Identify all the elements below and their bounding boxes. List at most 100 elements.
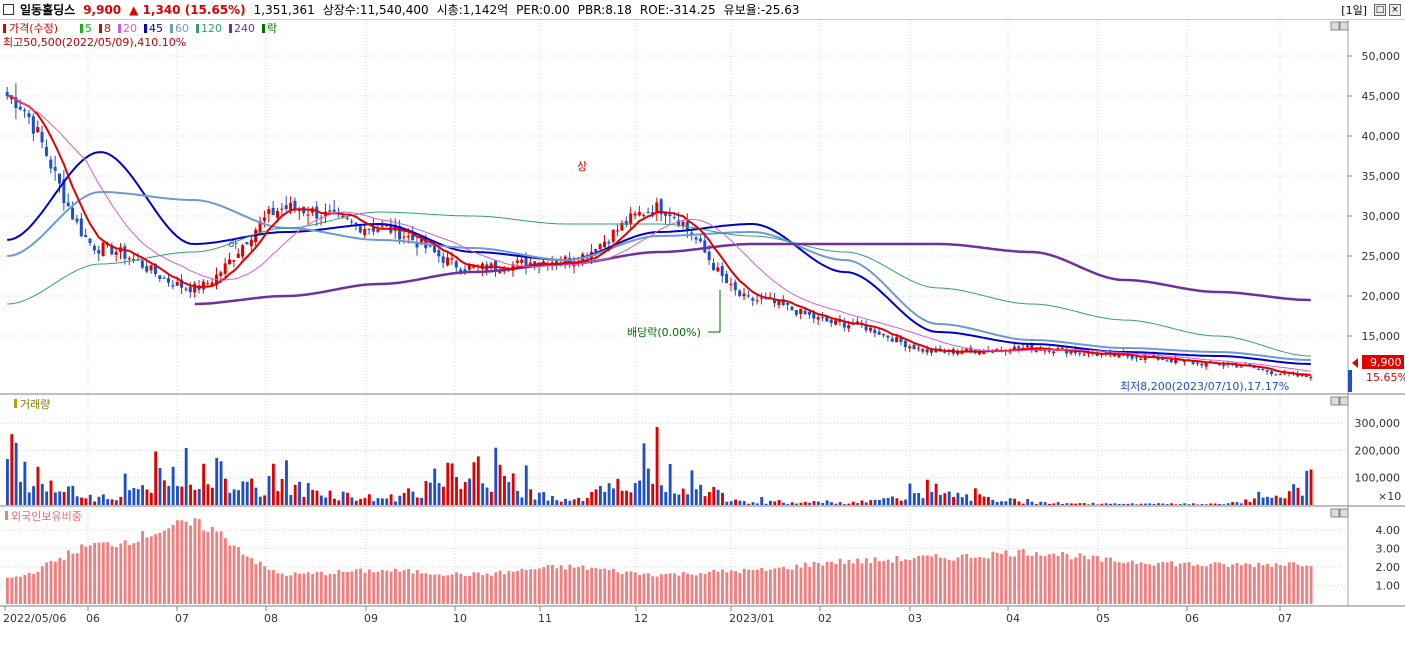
foreign-bar xyxy=(1239,565,1243,604)
foreign-bar xyxy=(1074,557,1078,604)
foreign-bar xyxy=(1117,562,1121,604)
foreign-bar xyxy=(53,561,57,604)
foreign-bar xyxy=(503,574,506,604)
foreign-bar xyxy=(712,569,716,604)
candle-body xyxy=(358,226,362,233)
period-selector[interactable]: [1일] xyxy=(1341,4,1367,17)
foreign-bar xyxy=(686,573,690,604)
x-tick-label: 03 xyxy=(908,612,922,625)
volume-bar xyxy=(232,489,236,505)
foreign-bar xyxy=(1161,561,1165,604)
volume-bar xyxy=(769,500,772,505)
foreign-bar xyxy=(1087,559,1091,604)
candle-body xyxy=(293,200,297,210)
volume-bar xyxy=(1187,504,1191,505)
candle-body xyxy=(58,173,61,184)
volume-bar xyxy=(834,503,838,505)
foreign-bar xyxy=(882,560,886,604)
foreign-bar xyxy=(947,559,951,604)
foreign-bar xyxy=(1252,567,1256,604)
volume-bar xyxy=(101,494,105,505)
candle-body xyxy=(1008,351,1012,353)
foreign-bar xyxy=(385,570,389,604)
candle-body xyxy=(934,349,938,353)
volume-bar xyxy=(734,499,737,505)
volume-bar xyxy=(934,483,938,505)
volume-bar xyxy=(620,490,624,505)
volume-bar xyxy=(529,489,533,505)
foreign-bar xyxy=(398,571,402,604)
candle-body xyxy=(790,306,794,310)
foreign-bar xyxy=(808,566,812,604)
price-panel-min-button[interactable] xyxy=(1330,21,1340,31)
price-panel-close-button[interactable] xyxy=(1339,21,1349,31)
foreign-bar xyxy=(476,572,480,604)
volume-bar xyxy=(655,426,659,505)
foreign-bar xyxy=(498,570,502,604)
volume-panel-min-button[interactable] xyxy=(1330,396,1340,406)
foreign-bar xyxy=(258,561,262,604)
candle-body xyxy=(742,293,746,297)
candle-body xyxy=(816,317,820,320)
foreign-bar xyxy=(1113,561,1117,604)
foreign-bar xyxy=(468,575,472,604)
candle-body xyxy=(1134,357,1138,359)
volume-bar xyxy=(123,473,127,505)
foreign-bar xyxy=(607,569,611,604)
last-price-arrow xyxy=(1352,358,1358,368)
foreign-bar xyxy=(1148,564,1152,604)
foreign-bar xyxy=(428,574,432,604)
select-checkbox[interactable] xyxy=(3,4,14,15)
foreign-bar xyxy=(67,550,70,604)
foreign-bar xyxy=(843,563,846,604)
maximize-button[interactable]: □ xyxy=(1374,4,1386,16)
volume-bar xyxy=(1065,503,1069,505)
foreign-panel-close-button[interactable] xyxy=(1339,508,1349,518)
volume-bar xyxy=(219,461,223,505)
legend-price-label: 가격(수정) xyxy=(9,22,58,35)
candle-body xyxy=(1200,363,1204,366)
legend-price-swatch xyxy=(3,24,6,33)
volume-bar xyxy=(337,500,341,505)
close-button[interactable]: × xyxy=(1389,4,1401,16)
candle-body xyxy=(781,299,785,306)
foreign-bar xyxy=(507,570,511,604)
volume-bar xyxy=(908,483,912,505)
volume-bar xyxy=(1074,503,1078,505)
volume-bar xyxy=(354,500,358,505)
last-price-tag-label: 9,900 xyxy=(1370,356,1402,369)
volume-bar xyxy=(973,488,977,505)
volume-bar xyxy=(250,478,254,505)
volume-bar xyxy=(1109,503,1112,505)
candle-body xyxy=(520,259,524,263)
foreign-bar xyxy=(241,554,245,604)
volume-bar xyxy=(773,501,777,505)
candle-body xyxy=(943,351,947,353)
volume-bar xyxy=(350,497,354,505)
candle-body xyxy=(367,228,371,230)
volume-panel-close-button[interactable] xyxy=(1339,396,1349,406)
volume-bar xyxy=(315,490,319,505)
foreign-bar xyxy=(673,573,676,604)
volume-bar xyxy=(394,501,397,505)
x-tick-label: 07 xyxy=(175,612,189,625)
volume-bar xyxy=(289,494,293,505)
volume-bar xyxy=(1004,501,1008,505)
foreign-bar xyxy=(598,569,602,604)
volume-bar xyxy=(1017,501,1021,505)
volume-bar xyxy=(546,500,550,505)
volume-tick-label: 300,000 xyxy=(1355,417,1401,430)
volume-bar xyxy=(23,461,27,505)
candle-body xyxy=(515,260,519,263)
volume-legend: 거래량 xyxy=(14,398,50,411)
foreign-panel-min-button[interactable] xyxy=(1330,508,1340,518)
foreign-bar xyxy=(106,542,110,604)
candle-body xyxy=(921,348,925,352)
foreign-bar xyxy=(1213,562,1217,604)
volume-bar xyxy=(1104,503,1108,505)
foreign-bar xyxy=(956,557,960,604)
price-tick-label: 30,000 xyxy=(1362,210,1401,223)
foreign-bar xyxy=(921,555,925,604)
foreign-bar xyxy=(725,572,729,604)
foreign-bar xyxy=(856,558,860,604)
